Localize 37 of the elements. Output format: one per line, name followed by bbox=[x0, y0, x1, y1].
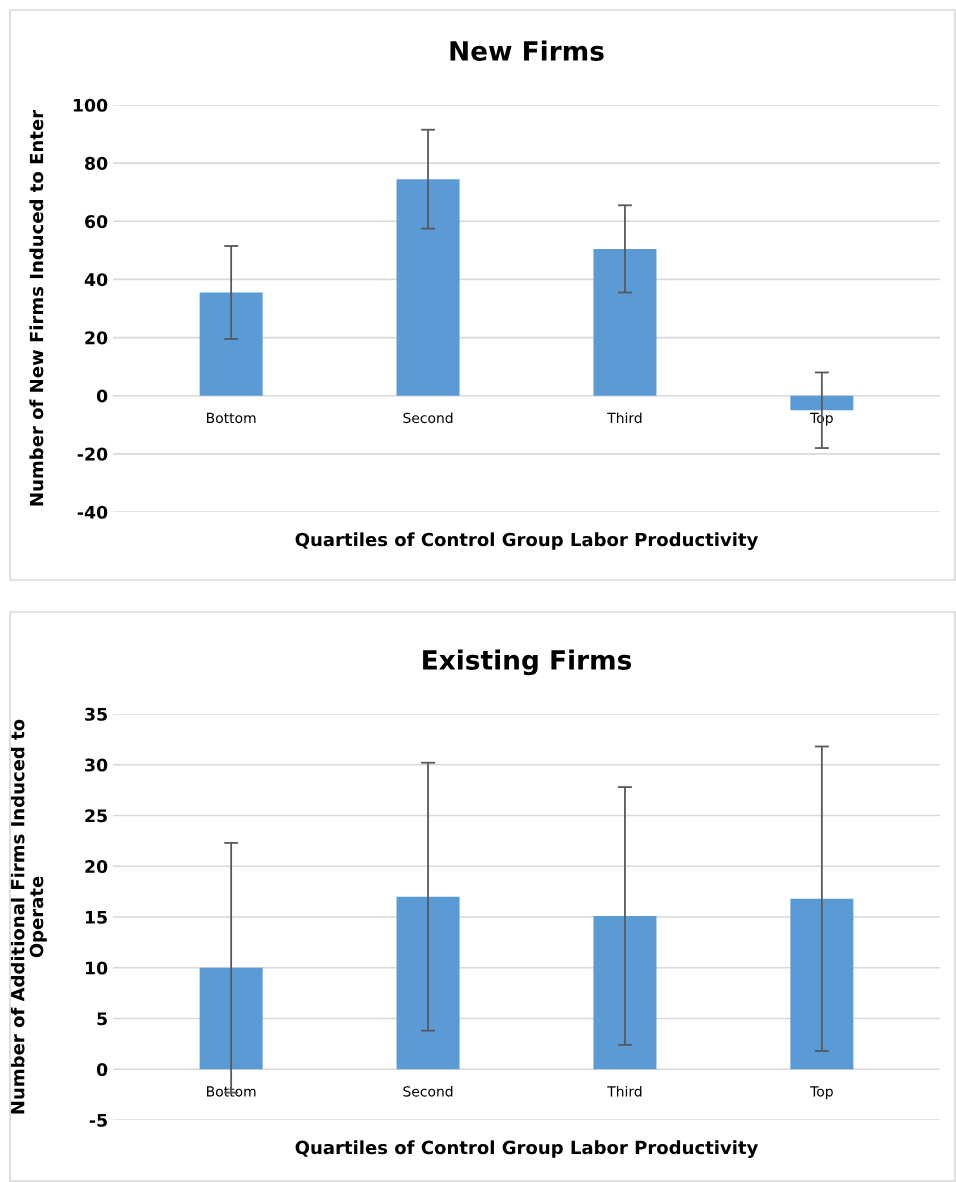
chart-title: New Firms bbox=[450, 40, 604, 61]
y-tick-label: 40 bbox=[84, 273, 108, 287]
bar bbox=[396, 896, 460, 1070]
y-tick-label: 25 bbox=[85, 809, 107, 823]
y-tick-label: 15 bbox=[85, 910, 107, 924]
y-tick-label: 100 bbox=[73, 98, 108, 112]
y-tick-label: 35 bbox=[85, 707, 107, 721]
y-tick-label: 30 bbox=[85, 758, 108, 772]
x-tick-label: Second bbox=[403, 412, 453, 424]
y-tick-label: -5 bbox=[89, 1113, 107, 1127]
y-tick-label: 20 bbox=[85, 859, 108, 874]
x-tick-label: Third bbox=[607, 412, 642, 424]
y-tick-label: 20 bbox=[85, 331, 108, 345]
x-tick-label: Bottom bbox=[207, 412, 256, 424]
y-axis-title: Number of Additional Firms Induced to Operate bbox=[10, 719, 47, 1114]
y-tick-label: 80 bbox=[85, 156, 108, 170]
x-axis-title: Quartiles of Control Group Labor Productivity bbox=[295, 532, 758, 550]
y-tick-label: 60 bbox=[85, 215, 108, 229]
y-tick-label: -40 bbox=[77, 505, 108, 519]
y-tick-label: 10 bbox=[85, 961, 108, 975]
x-tick-label: Second bbox=[403, 1085, 453, 1097]
y-tick-label: 0 bbox=[96, 389, 108, 403]
chart-title: Existing Firms bbox=[423, 649, 632, 676]
y-axis-title: Number of New Firms Induced to Enter bbox=[29, 110, 44, 506]
bar bbox=[199, 967, 263, 1070]
y-tick-label: 0 bbox=[96, 1062, 108, 1077]
x-axis-title: Quartiles of Control Group Labor Productivity bbox=[295, 1140, 758, 1158]
x-tick-label: Top bbox=[810, 1086, 833, 1100]
bar bbox=[593, 915, 657, 1070]
y-tick-label: 5 bbox=[97, 1012, 107, 1026]
x-tick-label: Third bbox=[607, 1085, 642, 1097]
bar bbox=[593, 248, 657, 396]
bar bbox=[396, 179, 460, 396]
y-tick-label: -20 bbox=[77, 447, 108, 461]
bar bbox=[199, 292, 263, 396]
bar bbox=[790, 898, 854, 1070]
bar bbox=[790, 395, 854, 411]
